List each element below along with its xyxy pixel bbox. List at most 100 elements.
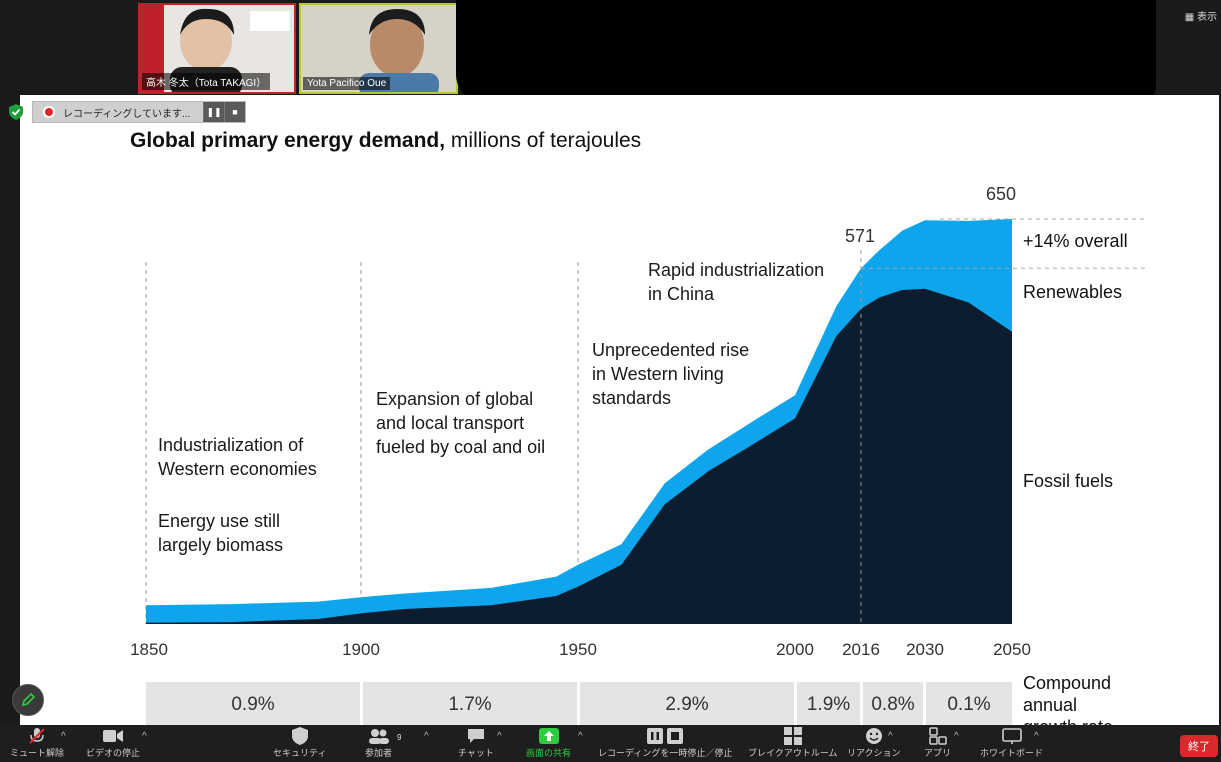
annotation-transport: Expansion of global and local transport … — [376, 387, 545, 459]
whiteboard-caret-icon[interactable]: ^ — [1034, 731, 1039, 742]
participants-icon — [368, 726, 390, 746]
annotation-line: Industrialization of — [158, 435, 304, 455]
share-screen-button[interactable]: 画面の共有 — [526, 726, 571, 759]
cagr-cell: 1.7% — [363, 682, 577, 728]
apps-caret-icon[interactable]: ^ — [954, 731, 959, 742]
whiteboard-icon — [1001, 726, 1023, 746]
x-tick-label: 1900 — [342, 640, 380, 659]
renewables-label: Renewables — [1023, 282, 1123, 302]
annotation-line: Unprecedented rise — [592, 340, 750, 360]
chat-caret-icon[interactable]: ^ — [497, 731, 502, 742]
stop-video-label: ビデオの停止 — [86, 748, 141, 758]
recording-label: レコーディングしています... — [63, 108, 191, 120]
recording-indicator: レコーディングしています... ❚❚ ■ — [32, 101, 246, 123]
participants-button[interactable]: 参加者 — [365, 726, 392, 759]
breakout-rooms-icon — [782, 726, 804, 746]
participant-video-2[interactable]: Yota Pacifico Oue — [299, 3, 458, 94]
apps-button[interactable]: アプリ — [924, 726, 951, 759]
view-button-label: 表示 — [1197, 12, 1217, 23]
view-button[interactable]: ▦ 表示 — [1185, 8, 1217, 23]
cagr-cell: 0.8% — [863, 682, 923, 728]
meeting-toolbar — [0, 725, 1221, 762]
reactions-button[interactable]: リアクション — [847, 726, 901, 759]
annotation-industrialization: Industrialization of Western economies — [158, 433, 317, 481]
microphone-muted-icon — [26, 726, 48, 746]
cagr-title-line: Compound — [1023, 673, 1112, 693]
annotation-line: standards — [592, 388, 672, 408]
chart-title-unit: millions of terajoules — [445, 129, 642, 152]
share-caret-icon[interactable]: ^ — [578, 731, 583, 742]
video-camera-icon — [102, 726, 124, 746]
chart-title-bold: Global primary energy demand, — [130, 129, 446, 152]
participant-2-image — [301, 5, 456, 92]
unmute-label: ミュート解除 — [10, 748, 65, 758]
redacted-area — [456, 0, 1156, 104]
fossil-fuels-label: Fossil fuels — [1023, 471, 1114, 491]
participant-1-name: 高木 冬太（Tota TAKAGI） — [142, 73, 271, 90]
participants-label: 参加者 — [365, 748, 393, 758]
reactions-caret-icon[interactable]: ^ — [888, 731, 893, 742]
annotation-china: Rapid industrialization in China — [648, 258, 824, 306]
breakout-rooms-label: ブレイクアウトルーム — [748, 748, 838, 758]
recording-control-button[interactable]: レコーディングを一時停止／停止 — [598, 726, 732, 759]
x-tick-label: 2016 — [842, 640, 880, 659]
annotation-line: in Western living — [592, 364, 724, 384]
share-screen-icon — [538, 726, 560, 746]
annotation-line: largely biomass — [158, 535, 284, 555]
participants-caret-icon[interactable]: ^ — [424, 731, 429, 742]
stop-recording-button[interactable]: ■ — [224, 102, 245, 122]
shield-icon — [9, 104, 23, 120]
stop-video-button[interactable]: ビデオの停止 — [86, 726, 140, 759]
apps-label: アプリ — [924, 748, 952, 758]
cagr-cell: 0.9% — [146, 682, 360, 728]
chat-bubble-icon — [465, 726, 487, 746]
chart-title: Global primary energy demand, millions o… — [130, 129, 641, 153]
chat-label: チャット — [458, 748, 494, 758]
annotation-line: Expansion of global — [376, 389, 534, 409]
overall-growth-label: +14% overall — [1023, 231, 1128, 251]
grid-icon: ▦ — [1184, 12, 1195, 23]
audio-options-caret-icon[interactable]: ^ — [61, 731, 66, 742]
whiteboard-label: ホワイトボード — [980, 748, 1044, 758]
annotation-line: Rapid industrialization — [648, 260, 825, 280]
whiteboard-button[interactable]: ホワイトボード — [980, 726, 1043, 759]
annotation-line: Energy use still — [158, 511, 281, 531]
participant-video-1[interactable]: 高木 冬太（Tota TAKAGI） — [138, 3, 296, 94]
x-tick-label: 2000 — [776, 640, 814, 659]
unmute-button[interactable]: ミュート解除 — [10, 726, 64, 759]
end-meeting-button[interactable]: 終了 — [1180, 735, 1218, 757]
security-button[interactable]: セキュリティ — [273, 726, 326, 759]
reactions-label: リアクション — [847, 748, 901, 758]
pen-icon — [21, 692, 36, 707]
cagr-title-line: annual — [1023, 695, 1078, 715]
x-tick-label: 1850 — [130, 640, 168, 659]
cagr-cell: 2.9% — [580, 682, 794, 728]
video-options-caret-icon[interactable]: ^ — [142, 731, 147, 742]
cagr-cell: 1.9% — [797, 682, 860, 728]
recording-control-label: レコーディングを一時停止／停止 — [598, 748, 733, 758]
shared-screen — [20, 95, 1219, 725]
security-label: セキュリティ — [273, 748, 327, 758]
smiley-icon — [863, 726, 885, 746]
cagr-cell: 0.1% — [926, 682, 1012, 728]
annotation-line: fueled by coal and oil — [376, 437, 546, 457]
pause-recording-button[interactable]: ❚❚ — [203, 102, 224, 122]
chat-button[interactable]: チャット — [458, 726, 494, 759]
annotate-pen-button[interactable] — [12, 684, 44, 716]
annotation-line: in China — [648, 284, 715, 304]
annotation-line: and local transport — [376, 413, 525, 433]
shield-security-icon — [289, 726, 311, 746]
participants-count: 9 — [397, 733, 402, 742]
annotation-western-living: Unprecedented rise in Western living sta… — [592, 338, 749, 410]
x-tick-label: 2050 — [993, 640, 1031, 659]
pause-stop-icon — [645, 726, 685, 746]
value-label-2016: 571 — [845, 226, 876, 246]
annotation-biomass: Energy use still largely biomass — [158, 509, 283, 557]
record-dot-icon — [45, 108, 53, 116]
x-tick-label: 1950 — [559, 640, 597, 659]
annotation-line: Western economies — [158, 459, 317, 479]
value-label-2050: 650 — [986, 184, 1017, 204]
x-tick-label: 2030 — [906, 640, 944, 659]
apps-icon — [927, 726, 949, 746]
breakout-rooms-button[interactable]: ブレイクアウトルーム — [748, 726, 838, 759]
